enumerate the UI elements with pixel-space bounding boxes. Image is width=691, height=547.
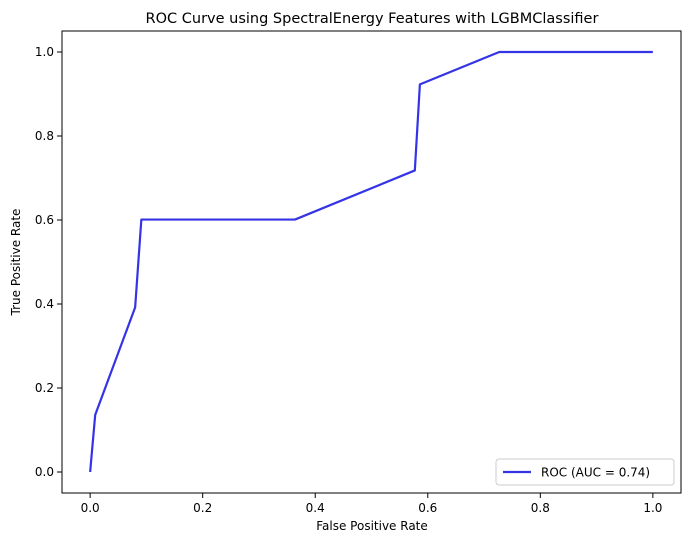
x-tick-label: 0.0 — [81, 501, 100, 515]
legend-box — [495, 458, 675, 486]
y-tick-label: 0.0 — [35, 465, 54, 479]
y-tick-label: 0.8 — [35, 129, 54, 143]
x-tick-label: 0.6 — [418, 501, 437, 515]
roc-series-line — [89, 50, 653, 473]
y-axis: 0.0 0.2 0.4 0.6 0.8 1.0 — [35, 45, 62, 479]
series-layer — [89, 50, 653, 473]
x-axis-label: False Positive Rate — [316, 519, 428, 533]
x-tick-label: 0.8 — [531, 501, 550, 515]
y-tick-label: 0.6 — [35, 213, 54, 227]
legend-label: ROC (AUC = 0.74) — [541, 466, 650, 480]
chart-title: ROC Curve using SpectralEnergy Features … — [146, 11, 599, 27]
y-axis-label: True Positive Rate — [9, 209, 23, 317]
y-tick-label: 0.2 — [35, 381, 54, 395]
plot-area — [61, 30, 682, 494]
x-tick-label: 1.0 — [643, 501, 662, 515]
y-tick-label: 1.0 — [35, 45, 54, 59]
axes-frame — [61, 30, 682, 494]
x-axis: 0.0 0.2 0.4 0.6 0.8 1.0 — [81, 493, 662, 515]
x-tick-label: 0.2 — [193, 501, 212, 515]
x-tick-label: 0.4 — [306, 501, 325, 515]
legend: ROC (AUC = 0.74) — [495, 458, 675, 486]
y-tick-label: 0.4 — [35, 297, 54, 311]
